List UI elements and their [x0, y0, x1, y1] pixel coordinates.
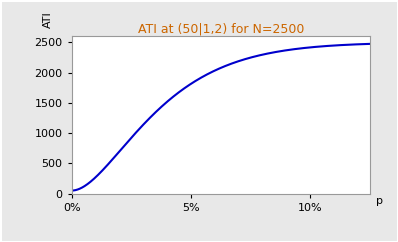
- Text: p: p: [376, 197, 383, 206]
- Title: ATI at (50|1,2) for N=2500: ATI at (50|1,2) for N=2500: [138, 22, 304, 35]
- Text: ATI: ATI: [43, 12, 53, 28]
